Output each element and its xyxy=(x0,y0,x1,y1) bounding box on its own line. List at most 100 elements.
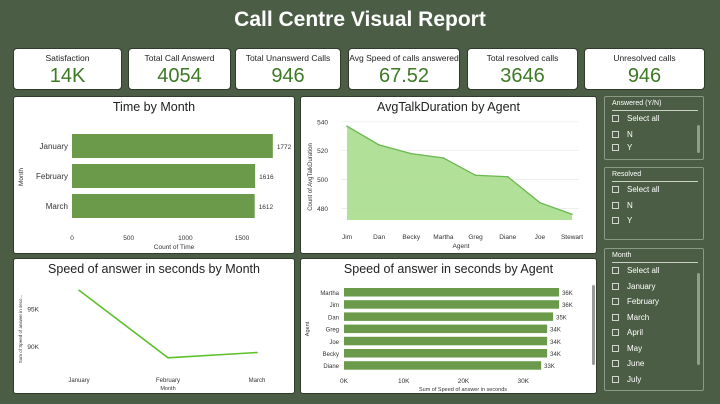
chart-speed-by-agent[interactable]: Speed of answer in seconds by Agent Mart… xyxy=(300,258,597,394)
data-point xyxy=(410,152,413,155)
category-label: March xyxy=(46,202,68,211)
slicer-option[interactable]: Select all xyxy=(605,263,703,279)
kpi-value: 67.52 xyxy=(378,65,430,87)
x-axis-label: Count of Time xyxy=(154,244,195,251)
slicer-option[interactable]: Y xyxy=(605,142,703,152)
kpi-card-total-unanswered-calls: Total Unanswerd Calls 946 xyxy=(235,48,341,90)
scrollbar[interactable] xyxy=(697,273,700,365)
checkbox[interactable] xyxy=(612,313,619,321)
bar xyxy=(344,336,548,346)
slicer-option[interactable]: January xyxy=(605,279,703,295)
slicer-option-label: June xyxy=(627,359,645,369)
data-label: 36K xyxy=(562,303,573,309)
data-point xyxy=(571,213,573,216)
checkbox[interactable] xyxy=(612,267,619,275)
scrollbar[interactable] xyxy=(592,285,595,365)
category-label: Diane xyxy=(323,364,339,370)
checkbox[interactable] xyxy=(612,360,619,368)
checkbox[interactable] xyxy=(612,201,619,209)
chart-title: Speed of answer in seconds by Agent xyxy=(343,262,554,276)
bar xyxy=(344,288,560,297)
data-point xyxy=(506,175,509,178)
category-label: Greg xyxy=(326,328,339,334)
category-label: January xyxy=(40,142,68,151)
tick-label: 90K xyxy=(27,344,39,351)
slicer-title: Month xyxy=(605,249,703,263)
scrollbar[interactable] xyxy=(697,125,700,153)
category-label: Joe xyxy=(329,340,339,346)
tick-label: 500 xyxy=(123,235,134,242)
slicer-option-label: February xyxy=(627,297,660,307)
data-point xyxy=(256,351,258,354)
data-label: 1616 xyxy=(259,174,274,181)
bar xyxy=(72,164,256,188)
tick-label: 520 xyxy=(317,148,328,155)
checkbox[interactable] xyxy=(612,375,619,383)
tick-label: 540 xyxy=(317,119,328,126)
slicer-option[interactable]: July xyxy=(605,372,703,388)
bar xyxy=(344,312,554,321)
slicer-option-label: July xyxy=(627,374,642,384)
category-label: February xyxy=(36,172,68,181)
data-label: 1612 xyxy=(259,204,274,211)
category-label: Martha xyxy=(433,234,454,241)
chart-speed-by-month[interactable]: Speed of answer in seconds by Month 90K 9… xyxy=(13,258,295,394)
checkbox[interactable] xyxy=(612,217,619,225)
slicer-option-label: N xyxy=(627,129,633,139)
y-axis-label: Agent xyxy=(305,321,311,336)
slicer-option[interactable]: April xyxy=(605,325,703,341)
kpi-value: 14K xyxy=(49,65,86,87)
slicer-title: Resolved xyxy=(605,168,703,182)
slicer-option[interactable]: June xyxy=(605,356,703,372)
slicer-option-label: Select all xyxy=(627,185,660,195)
kpi-label: Total Unanswerd Calls xyxy=(245,53,331,63)
checkbox[interactable] xyxy=(612,186,619,194)
slicer-option-label: March xyxy=(627,312,650,322)
kpi-card-unresolved-calls: Unresolved calls 946 xyxy=(584,48,705,90)
bar xyxy=(344,300,560,309)
kpi-card-satisfaction: Satisfaction 14K xyxy=(13,48,122,90)
slicer-option[interactable]: Select all xyxy=(605,182,703,198)
data-label: 35K xyxy=(556,315,567,321)
kpi-value: 3646 xyxy=(500,65,545,87)
y-axis-label: Month xyxy=(18,168,25,186)
bar xyxy=(344,349,548,358)
bar xyxy=(72,194,255,218)
category-label: Jim xyxy=(342,234,352,241)
checkbox[interactable] xyxy=(612,143,619,151)
slicer-option[interactable]: May xyxy=(605,341,703,357)
slicer-option[interactable]: N xyxy=(605,198,703,214)
chart-avg-talk-duration-by-agent[interactable]: AvgTalkDuration by Agent 480 500 520 540 Jim… xyxy=(300,96,597,254)
slicer-option[interactable]: February xyxy=(605,294,703,310)
kpi-value: 946 xyxy=(627,65,662,87)
checkbox[interactable] xyxy=(612,130,619,138)
data-point xyxy=(78,289,80,292)
checkbox[interactable] xyxy=(612,115,619,123)
kpi-card-total-resolved: Total resolved calls 3646 xyxy=(467,48,578,90)
slicer-option-label: April xyxy=(627,328,644,338)
slicer-title: Answered (Y/N) xyxy=(605,97,703,111)
category-label: Dan xyxy=(373,234,385,241)
chart-title: AvgTalkDuration by Agent xyxy=(377,100,520,114)
chart-time-by-month[interactable]: Time by Month January 1772 February 1616 Mar… xyxy=(13,96,295,254)
kpi-value: 4054 xyxy=(157,65,202,87)
slicer-answered: Answered (Y/N) Select all N Y xyxy=(604,96,704,160)
data-point xyxy=(378,144,380,146)
category-label: Becky xyxy=(323,352,339,358)
checkbox[interactable] xyxy=(612,344,619,352)
y-axis-label: Count of AvgTalkDuration xyxy=(308,143,314,211)
checkbox[interactable] xyxy=(612,298,619,306)
tick-label: 500 xyxy=(317,177,328,184)
category-label: February xyxy=(156,378,180,384)
checkbox[interactable] xyxy=(612,329,619,337)
slicer-month: Month Select all January February March … xyxy=(604,248,704,391)
kpi-label: Total resolved calls xyxy=(486,53,559,63)
kpi-value: 946 xyxy=(271,65,305,87)
checkbox[interactable] xyxy=(612,282,619,290)
category-label: Becky xyxy=(402,234,420,241)
slicer-option[interactable]: Select all xyxy=(605,111,703,127)
slicer-option-label: January xyxy=(627,281,656,291)
slicer-option[interactable]: Y xyxy=(605,213,703,229)
slicer-option[interactable]: N xyxy=(605,127,703,143)
slicer-option[interactable]: March xyxy=(605,310,703,326)
